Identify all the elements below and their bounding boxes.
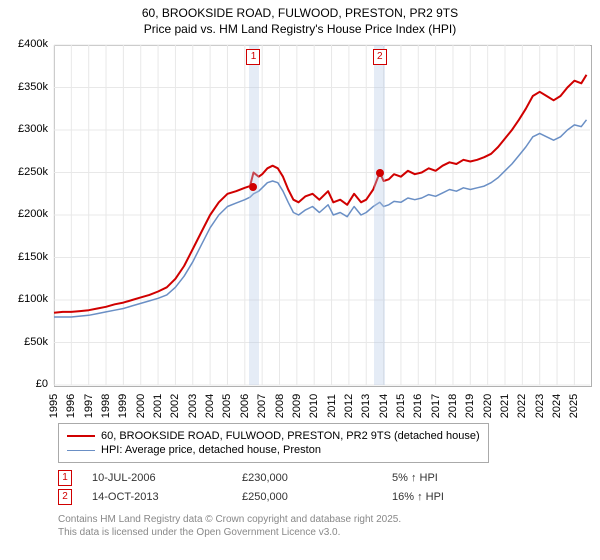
attribution-line-1: Contains HM Land Registry data © Crown c… — [58, 513, 401, 526]
y-axis-label: £350k — [0, 81, 48, 93]
sale-row: 2 14-OCT-2013£250,00016% ↑ HPI — [58, 489, 542, 505]
sale-band — [249, 45, 259, 385]
x-axis-label: 2012 — [343, 391, 355, 421]
x-axis-label: 2006 — [239, 391, 251, 421]
x-axis-label: 2019 — [464, 391, 476, 421]
x-axis-label: 2005 — [221, 391, 233, 421]
x-axis-label: 2007 — [256, 391, 268, 421]
sale-price: £250,000 — [242, 491, 392, 503]
legend-swatch — [67, 450, 95, 451]
x-axis-label: 2010 — [308, 391, 320, 421]
y-axis-label: £300k — [0, 123, 48, 135]
y-axis-label: £100k — [0, 293, 48, 305]
legend: 60, BROOKSIDE ROAD, FULWOOD, PRESTON, PR… — [58, 423, 489, 463]
x-axis-label: 2000 — [135, 391, 147, 421]
series-hpi — [54, 120, 587, 317]
x-axis-label: 2022 — [516, 391, 528, 421]
x-axis-label: 2013 — [360, 391, 372, 421]
attribution-line-2: This data is licensed under the Open Gov… — [58, 526, 401, 539]
series-price_paid — [54, 75, 587, 313]
x-axis-label: 2016 — [412, 391, 424, 421]
legend-item: HPI: Average price, detached house, Pres… — [67, 444, 480, 456]
sale-price: £230,000 — [242, 472, 392, 484]
x-axis-label: 2020 — [482, 391, 494, 421]
x-axis-label: 2001 — [152, 391, 164, 421]
x-axis-label: 2014 — [378, 391, 390, 421]
x-axis-label: 2003 — [187, 391, 199, 421]
x-axis-label: 1996 — [65, 391, 77, 421]
x-axis-label: 1998 — [100, 391, 112, 421]
legend-label: 60, BROOKSIDE ROAD, FULWOOD, PRESTON, PR… — [101, 430, 480, 442]
sale-band — [374, 45, 385, 385]
y-axis-label: £200k — [0, 208, 48, 220]
legend-swatch — [67, 435, 95, 437]
sale-row: 1 10-JUL-2006£230,0005% ↑ HPI — [58, 470, 542, 486]
x-axis-label: 1999 — [117, 391, 129, 421]
x-axis-label: 2009 — [291, 391, 303, 421]
sales-table: 1 10-JUL-2006£230,0005% ↑ HPI 2 14-OCT-2013… — [58, 467, 542, 508]
x-axis-label: 2015 — [395, 391, 407, 421]
x-axis-label: 2023 — [534, 391, 546, 421]
sale-dot — [376, 169, 384, 177]
x-axis-label: 2002 — [169, 391, 181, 421]
sale-delta: 5% ↑ HPI — [392, 472, 542, 484]
sale-date: 10-JUL-2006 — [92, 472, 242, 484]
x-axis-label: 2017 — [430, 391, 442, 421]
sale-row-marker: 1 — [58, 470, 72, 486]
y-axis-label: £0 — [0, 378, 48, 390]
sale-marker: 2 — [373, 49, 387, 65]
y-axis-label: £250k — [0, 166, 48, 178]
sale-delta: 16% ↑ HPI — [392, 491, 542, 503]
legend-item: 60, BROOKSIDE ROAD, FULWOOD, PRESTON, PR… — [67, 430, 480, 442]
x-axis-label: 2021 — [499, 391, 511, 421]
legend-label: HPI: Average price, detached house, Pres… — [101, 444, 321, 456]
y-axis-label: £400k — [0, 38, 48, 50]
x-axis-label: 1997 — [83, 391, 95, 421]
sale-marker: 1 — [246, 49, 260, 65]
sale-row-marker: 2 — [58, 489, 72, 505]
x-axis-label: 2008 — [274, 391, 286, 421]
x-axis-label: 2004 — [204, 391, 216, 421]
y-axis-label: £150k — [0, 251, 48, 263]
x-axis-label: 2024 — [551, 391, 563, 421]
x-axis-label: 2011 — [326, 391, 338, 421]
sale-date: 14-OCT-2013 — [92, 491, 242, 503]
x-axis-label: 2018 — [447, 391, 459, 421]
y-axis-label: £50k — [0, 336, 48, 348]
attribution: Contains HM Land Registry data © Crown c… — [58, 513, 401, 539]
x-axis-label: 1995 — [48, 391, 60, 421]
x-axis-label: 2025 — [568, 391, 580, 421]
